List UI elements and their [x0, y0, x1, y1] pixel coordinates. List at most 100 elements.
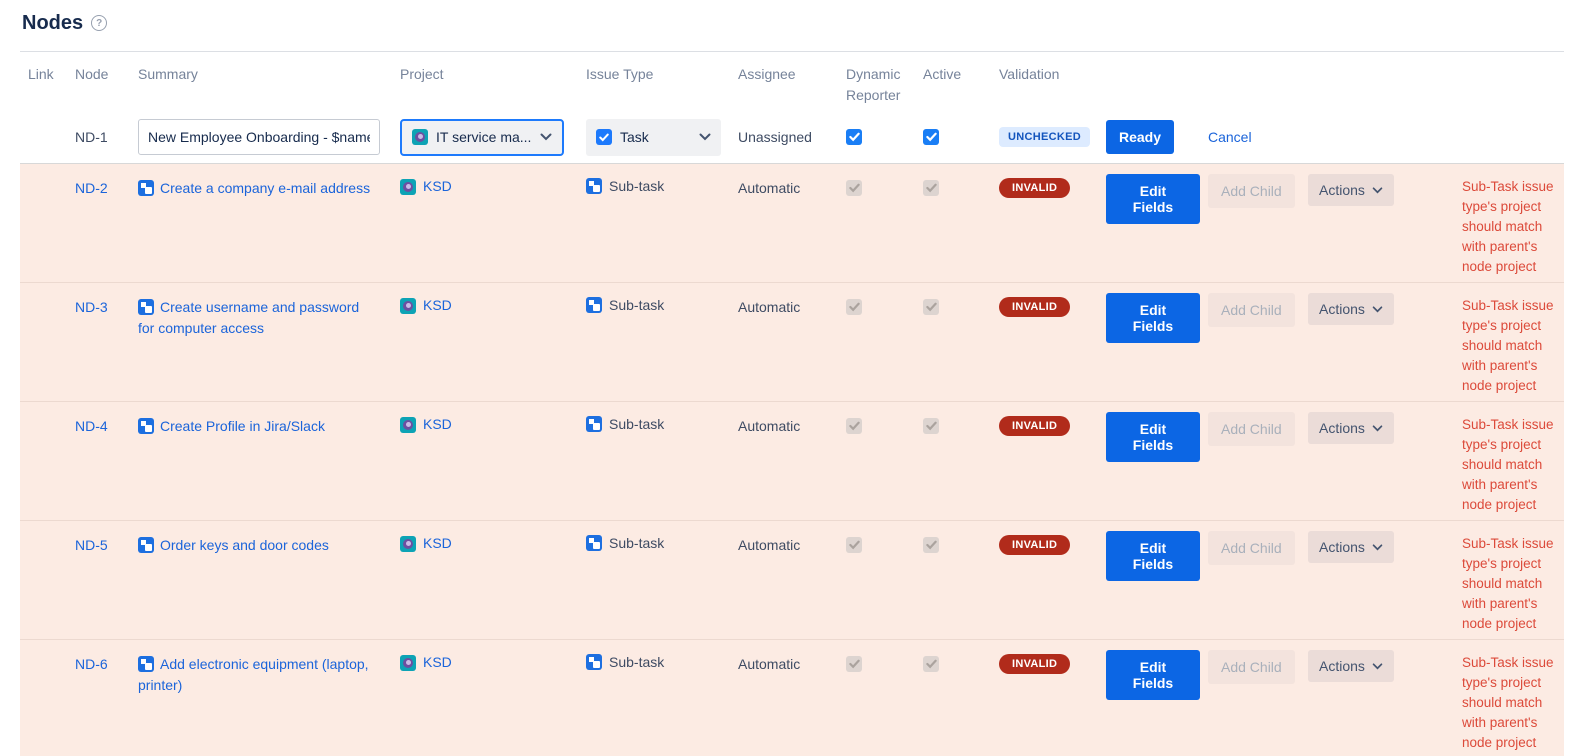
validation-badge: INVALID — [999, 535, 1071, 555]
chevron-down-icon — [1372, 424, 1383, 432]
node-id-link[interactable]: ND-3 — [75, 299, 108, 315]
chevron-down-icon — [1372, 186, 1383, 194]
node-id-link[interactable]: ND-4 — [75, 418, 108, 434]
assignee-value: Automatic — [738, 299, 801, 315]
issue-type-select-value: Task — [620, 129, 649, 145]
header-issue-type: Issue Type — [586, 66, 654, 82]
actions-button[interactable]: Actions — [1308, 293, 1394, 325]
active-checkbox — [923, 180, 939, 196]
project-link[interactable]: KSD — [423, 178, 452, 194]
edit-fields-button[interactable]: Edit Fields — [1106, 650, 1200, 700]
header-node: Node — [75, 66, 109, 82]
edit-fields-button[interactable]: Edit Fields — [1106, 293, 1200, 343]
link-cell — [20, 111, 67, 163]
node-row: ND-3 Create username and password for co… — [20, 283, 1564, 402]
issue-type-value: Sub-task — [609, 416, 665, 432]
nodes-table: Link Node Summary Project Issue Type Ass… — [20, 51, 1564, 756]
subtask-icon — [586, 297, 602, 313]
actions-button[interactable]: Actions — [1308, 412, 1394, 444]
help-icon[interactable]: ? — [91, 15, 108, 31]
project-avatar-icon — [412, 129, 428, 145]
link-cell — [20, 402, 67, 520]
subtask-icon — [586, 416, 602, 432]
chevron-down-icon — [1372, 305, 1383, 313]
project-select[interactable]: IT service ma... — [400, 118, 564, 156]
add-child-button: Add Child — [1208, 650, 1295, 684]
chevron-down-icon — [699, 133, 711, 141]
header-assignee: Assignee — [738, 66, 796, 82]
link-cell — [20, 164, 67, 282]
link-cell — [20, 640, 67, 756]
actions-button[interactable]: Actions — [1308, 174, 1394, 206]
validation-error-message: Sub-Task issue type's project should mat… — [1462, 298, 1554, 393]
node-row: ND-2 Create a company e-mail address KSD… — [20, 164, 1564, 283]
subtask-icon — [138, 418, 154, 434]
dynamic-reporter-checkbox — [846, 537, 862, 553]
assignee-value: Unassigned — [738, 129, 812, 145]
validation-badge: UNCHECKED — [999, 127, 1090, 147]
dynamic-reporter-checkbox — [846, 180, 862, 196]
summary-link[interactable]: Create a company e-mail address — [160, 180, 371, 196]
assignee-value: Automatic — [738, 656, 801, 672]
project-link[interactable]: KSD — [423, 535, 452, 551]
dynamic-reporter-checkbox — [846, 418, 862, 434]
subtask-icon — [138, 656, 154, 672]
project-link[interactable]: KSD — [423, 297, 452, 313]
subtask-icon — [138, 299, 154, 315]
issue-type-value: Sub-task — [609, 178, 665, 194]
node-row: ND-6 Add electronic equipment (laptop, p… — [20, 640, 1564, 756]
summary-link[interactable]: Create username and password for compute… — [138, 299, 360, 336]
project-avatar-icon — [400, 298, 416, 314]
edit-fields-button[interactable]: Edit Fields — [1106, 531, 1200, 581]
subtask-icon — [586, 535, 602, 551]
validation-badge: INVALID — [999, 178, 1071, 198]
project-link[interactable]: KSD — [423, 654, 452, 670]
issue-type-select[interactable]: Task — [586, 118, 721, 156]
validation-badge: INVALID — [999, 654, 1071, 674]
edit-fields-button[interactable]: Edit Fields — [1106, 412, 1200, 462]
project-link[interactable]: KSD — [423, 416, 452, 432]
node-edit-row: ND-1 IT service ma... Task — [20, 111, 1564, 164]
node-row: ND-5 Order keys and door codes KSD Sub-t… — [20, 521, 1564, 640]
assignee-value: Automatic — [738, 537, 801, 553]
node-id-link[interactable]: ND-2 — [75, 180, 108, 196]
summary-link[interactable]: Create Profile in Jira/Slack — [160, 418, 325, 434]
assignee-value: Automatic — [738, 418, 801, 434]
summary-link[interactable]: Order keys and door codes — [160, 537, 329, 553]
subtask-icon — [586, 654, 602, 670]
header-active: Active — [923, 66, 962, 82]
ready-button[interactable]: Ready — [1106, 120, 1175, 154]
summary-input[interactable] — [138, 119, 380, 155]
project-avatar-icon — [400, 655, 416, 671]
assignee-value: Automatic — [738, 180, 801, 196]
table-header-row: Link Node Summary Project Issue Type Ass… — [20, 52, 1564, 111]
cancel-link[interactable]: Cancel — [1208, 129, 1252, 145]
link-cell — [20, 283, 67, 401]
actions-button[interactable]: Actions — [1308, 650, 1394, 682]
active-checkbox — [923, 656, 939, 672]
issue-type-value: Sub-task — [609, 535, 665, 551]
header-link: Link — [28, 66, 54, 82]
header-project: Project — [400, 66, 444, 82]
node-id-link[interactable]: ND-6 — [75, 656, 108, 672]
add-child-button: Add Child — [1208, 293, 1295, 327]
validation-badge: INVALID — [999, 297, 1071, 317]
project-select-value: IT service ma... — [436, 129, 532, 145]
actions-button[interactable]: Actions — [1308, 531, 1394, 563]
active-checkbox[interactable] — [923, 129, 939, 145]
summary-link[interactable]: Add electronic equipment (laptop, printe… — [138, 656, 369, 693]
header-dynamic-reporter: Dynamic Reporter — [846, 66, 901, 103]
node-id-link[interactable]: ND-5 — [75, 537, 108, 553]
project-avatar-icon — [400, 179, 416, 195]
chevron-down-icon — [1372, 662, 1383, 670]
subtask-icon — [138, 537, 154, 553]
active-checkbox — [923, 299, 939, 315]
validation-error-message: Sub-Task issue type's project should mat… — [1462, 179, 1554, 274]
edit-fields-button[interactable]: Edit Fields — [1106, 174, 1200, 224]
validation-badge: INVALID — [999, 416, 1071, 436]
dynamic-reporter-checkbox[interactable] — [846, 129, 862, 145]
issue-type-value: Sub-task — [609, 654, 665, 670]
validation-error-message: Sub-Task issue type's project should mat… — [1462, 655, 1554, 750]
validation-error-message: Sub-Task issue type's project should mat… — [1462, 417, 1554, 512]
active-checkbox — [923, 537, 939, 553]
